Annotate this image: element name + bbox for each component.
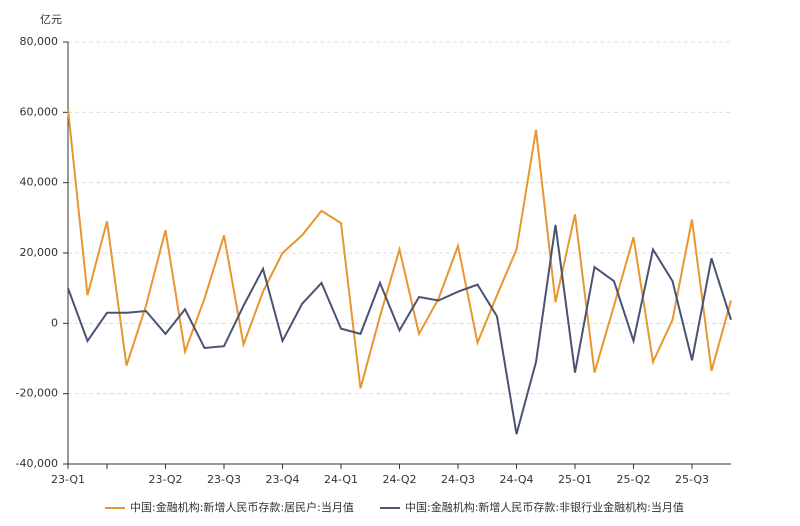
y-unit: 亿元 [40, 13, 62, 26]
x-tick-label: 23-Q3 [207, 473, 241, 486]
x-tick-label: 25-Q2 [616, 473, 650, 486]
x-tick-label: 25-Q3 [675, 473, 709, 486]
y-tick-label: 40,000 [20, 176, 59, 189]
legend-label: 中国:金融机构:新增人民币存款:非银行业金融机构:当月值 [405, 500, 684, 514]
x-tick-label: 25-Q1 [558, 473, 592, 486]
x-tick-label: 24-Q1 [324, 473, 358, 486]
x-tick-label: 24-Q3 [441, 473, 475, 486]
y-tick-label: -40,000 [16, 457, 58, 470]
y-tick-label: 60,000 [20, 105, 59, 118]
x-tick-label: 24-Q4 [499, 473, 533, 486]
x-tick-label: 23-Q2 [148, 473, 182, 486]
x-tick-label: 23-Q4 [265, 473, 299, 486]
x-tick-label: 24-Q2 [382, 473, 416, 486]
y-tick-label: 80,000 [20, 35, 59, 48]
y-tick-label: 0 [51, 316, 58, 329]
legend-label: 中国:金融机构:新增人民币存款:居民户:当月值 [130, 500, 354, 514]
series-line [67, 224, 732, 435]
series-line [67, 108, 732, 389]
x-tick-label: 23-Q1 [51, 473, 85, 486]
y-tick-label: -20,000 [16, 387, 58, 400]
y-tick-label: 20,000 [20, 246, 59, 259]
